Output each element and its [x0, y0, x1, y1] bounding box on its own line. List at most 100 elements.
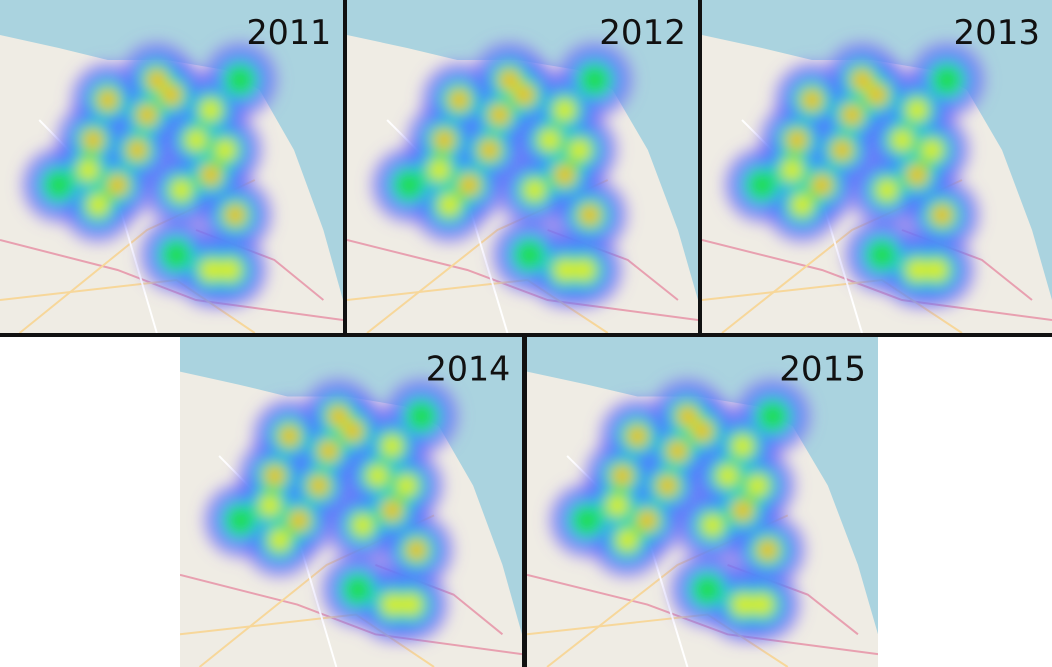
heat-blob: [617, 530, 638, 551]
heat-blob: [732, 436, 753, 456]
heat-blob: [437, 133, 452, 147]
heat-blob: [292, 513, 307, 528]
heat-blob: [615, 468, 630, 483]
heat-blob: [225, 505, 256, 536]
heat-blob: [225, 65, 255, 95]
heat-blob: [331, 409, 346, 424]
year-label: 2015: [779, 350, 866, 389]
heat-blob: [702, 515, 723, 536]
heat-blob: [367, 465, 388, 486]
heat-blob: [805, 93, 819, 107]
heat-blob: [782, 160, 802, 180]
heat-blob: [574, 260, 595, 280]
heatmap: [547, 376, 813, 645]
heat-blob: [220, 260, 241, 280]
heat-blob: [492, 108, 507, 122]
heat-blob: [630, 429, 645, 444]
heat-blob: [927, 260, 947, 280]
heat-blob: [462, 178, 477, 192]
heat-blob: [845, 108, 859, 122]
map-panel: 2014: [180, 337, 522, 667]
heat-blob: [607, 495, 628, 516]
heatmap: [722, 40, 987, 310]
heat-blob: [747, 170, 777, 200]
heat-blob: [406, 401, 437, 432]
heat-blob: [877, 180, 897, 200]
heat-blob: [757, 401, 788, 432]
heat-blob: [640, 513, 655, 528]
separator: [522, 333, 527, 667]
map-panel: 2012: [347, 0, 698, 333]
heat-blob: [692, 574, 723, 605]
year-label: 2014: [426, 349, 511, 388]
heat-blob: [343, 574, 373, 605]
heat-blob: [186, 130, 206, 150]
heat-blob: [815, 178, 829, 192]
heat-blob: [228, 208, 243, 222]
heat-blob: [394, 170, 425, 200]
heatmap: [19, 40, 280, 310]
heat-blob: [554, 260, 575, 280]
year-label: 2013: [953, 13, 1040, 53]
heat-blob: [670, 444, 685, 458]
heat-blob: [554, 100, 575, 120]
heat-blob: [382, 436, 402, 456]
heat-blob: [517, 88, 532, 102]
heat-blob: [790, 133, 804, 147]
heat-blob: [321, 444, 336, 458]
heat-blob: [695, 424, 710, 439]
heat-blob: [429, 160, 450, 180]
heat-blob: [311, 478, 326, 493]
heat-blob: [907, 100, 927, 120]
heat-blob: [88, 195, 108, 215]
heat-blob: [215, 140, 236, 160]
map-panel: 2013: [702, 0, 1052, 333]
heat-blob: [572, 505, 603, 536]
map-panel: 2015: [527, 337, 878, 667]
heat-blob: [282, 429, 297, 444]
heat-blob: [164, 88, 179, 102]
heat-blob: [171, 180, 192, 200]
heat-blob: [932, 65, 962, 95]
heat-blob: [200, 100, 221, 120]
heat-blob: [482, 143, 497, 157]
heat-blob: [732, 594, 753, 615]
heat-blob: [401, 594, 422, 615]
heat-blob: [409, 543, 424, 557]
separator: [343, 0, 347, 337]
heat-blob: [760, 543, 775, 557]
heat-blob: [86, 133, 100, 147]
heat-blob: [203, 168, 218, 182]
heat-blob: [100, 93, 115, 107]
heat-blob: [514, 240, 545, 270]
heat-blob: [352, 515, 373, 536]
heat-blob: [502, 73, 517, 87]
heat-blob: [524, 180, 545, 200]
heat-blob: [582, 208, 597, 222]
heat-blob: [382, 594, 402, 615]
heat-blob: [792, 195, 812, 215]
heat-blob: [452, 93, 467, 107]
heat-blob: [130, 143, 145, 157]
heat-blob: [922, 140, 942, 160]
heat-blob: [735, 503, 750, 518]
heat-blob: [680, 409, 695, 424]
heat-blob: [835, 143, 849, 157]
heat-blob: [855, 73, 869, 87]
heat-blob: [870, 88, 884, 102]
heat-blob: [539, 130, 560, 150]
heat-blob: [44, 170, 74, 200]
heat-blob: [149, 73, 164, 87]
heatmap: [201, 376, 461, 645]
heat-blob: [385, 503, 399, 518]
heat-blob: [557, 168, 572, 182]
heat-blob: [140, 108, 154, 122]
heat-blob: [935, 208, 949, 222]
heat-blob: [260, 495, 280, 516]
map-panel: 2011: [0, 0, 343, 333]
heat-blob: [396, 475, 417, 496]
year-label: 2012: [599, 13, 686, 53]
heat-blob: [747, 475, 768, 496]
heat-blob: [717, 465, 738, 486]
